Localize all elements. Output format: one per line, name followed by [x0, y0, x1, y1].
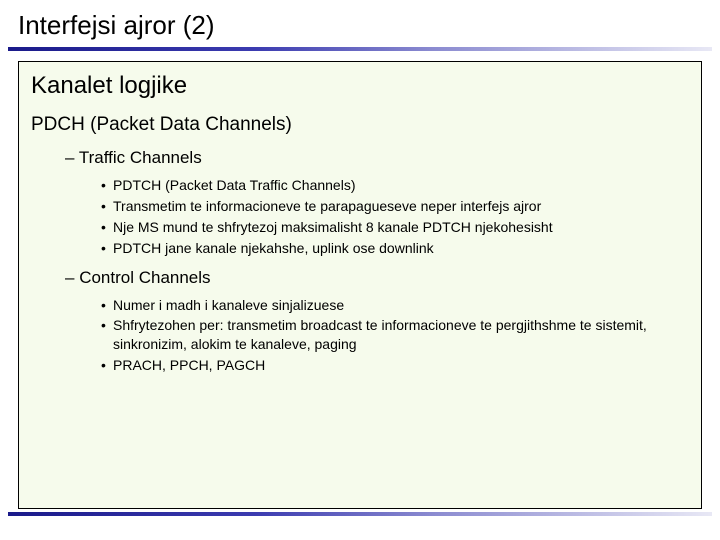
section-1-bullets: Numer i madh i kanaleve sinjalizuese Shf… — [101, 296, 689, 376]
bullet-item: PDTCH (Packet Data Traffic Channels) — [101, 176, 689, 195]
slide-title: Interfejsi ajror (2) — [0, 0, 720, 47]
section-0-bullets: PDTCH (Packet Data Traffic Channels) Tra… — [101, 176, 689, 258]
footer-underline — [8, 512, 712, 516]
section-1-title: Control Channels — [65, 268, 689, 288]
bullet-item: Transmetim te informacioneve te parapagu… — [101, 197, 689, 216]
bullet-item: Nje MS mund te shfrytezoj maksimalisht 8… — [101, 218, 689, 237]
content-box: Kanalet logjike PDCH (Packet Data Channe… — [18, 61, 702, 509]
level1-heading: PDCH (Packet Data Channels) — [31, 114, 689, 136]
bullet-item: Numer i madh i kanaleve sinjalizuese — [101, 296, 689, 315]
bullet-item: Shfrytezohen per: transmetim broadcast t… — [101, 316, 689, 354]
section-0-title: Traffic Channels — [65, 148, 689, 168]
title-underline — [8, 47, 712, 51]
bullet-item: PRACH, PPCH, PAGCH — [101, 356, 689, 375]
box-heading: Kanalet logjike — [31, 72, 689, 100]
bullet-item: PDTCH jane kanale njekahshe, uplink ose … — [101, 239, 689, 258]
